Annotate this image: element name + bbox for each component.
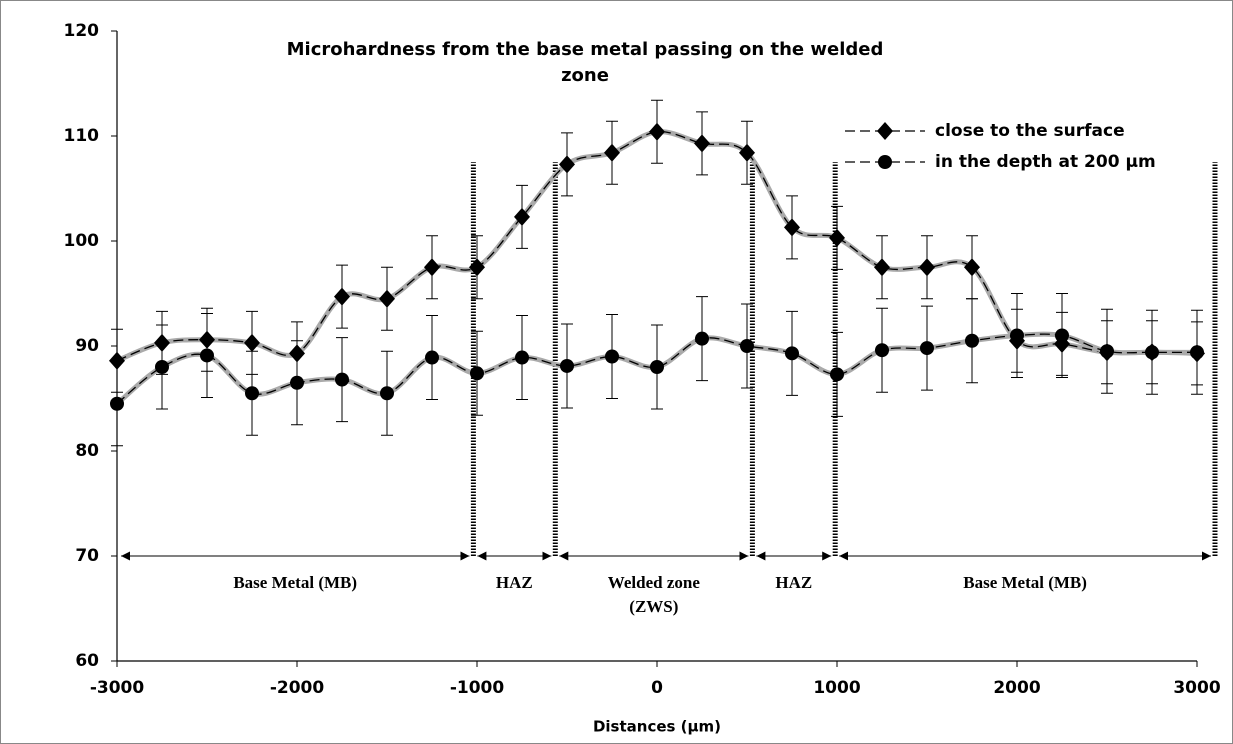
x-tick-label: 3000 <box>1173 678 1220 698</box>
data-point <box>964 258 980 277</box>
chart-title: Microhardness from the base metal passin… <box>287 39 884 60</box>
data-point <box>380 386 394 401</box>
y-tick-label: 110 <box>64 126 100 146</box>
data-point <box>244 333 260 352</box>
x-axis-label: Distances (µm) <box>593 718 721 736</box>
zone-label: (ZWS) <box>629 597 678 616</box>
data-point <box>874 258 890 277</box>
data-point <box>649 122 665 141</box>
legend-marker <box>878 155 892 169</box>
data-point <box>830 367 844 382</box>
data-point <box>1100 344 1114 359</box>
data-point <box>965 333 979 348</box>
data-point <box>334 287 350 306</box>
x-tick-label: -3000 <box>90 678 145 698</box>
x-tick-label: -1000 <box>450 678 505 698</box>
data-point <box>110 396 124 411</box>
zone-label: Welded zone <box>608 573 701 592</box>
y-tick-label: 70 <box>75 546 99 566</box>
data-point <box>155 360 169 374</box>
data-point <box>470 366 484 381</box>
data-point <box>200 348 214 363</box>
data-point <box>785 346 799 361</box>
legend-label: close to the surface <box>935 121 1125 141</box>
x-tick-label: -2000 <box>270 678 325 698</box>
data-point <box>604 143 620 162</box>
data-point <box>605 349 619 364</box>
data-point <box>290 375 304 390</box>
x-tick-label: 1000 <box>813 678 860 698</box>
data-point <box>514 207 530 226</box>
x-tick-label: 2000 <box>993 678 1040 698</box>
y-tick-label: 100 <box>64 231 100 251</box>
data-point <box>875 343 889 358</box>
data-point <box>1145 345 1159 360</box>
data-point <box>694 134 710 153</box>
legend-marker <box>877 122 893 140</box>
chart-title: zone <box>561 65 609 86</box>
data-point <box>245 386 259 401</box>
legend-label: in the depth at 200 µm <box>935 152 1156 172</box>
data-point <box>515 350 529 365</box>
data-point <box>469 258 485 277</box>
zone-label: Base Metal (MB) <box>233 573 357 592</box>
data-point <box>560 358 574 373</box>
data-point <box>740 339 754 353</box>
data-point <box>335 372 349 387</box>
zone-label: Base Metal (MB) <box>963 573 1087 592</box>
data-point <box>739 143 755 162</box>
data-point <box>559 155 575 174</box>
data-point <box>424 258 440 277</box>
data-point <box>920 341 934 356</box>
y-tick-label: 80 <box>75 441 99 461</box>
data-point <box>650 360 664 374</box>
data-point <box>695 331 709 346</box>
y-tick-label: 60 <box>75 651 99 671</box>
data-point <box>1010 328 1024 343</box>
zone-label: HAZ <box>496 573 533 592</box>
data-point <box>425 350 439 365</box>
zone-label: HAZ <box>775 573 812 592</box>
data-point <box>919 258 935 277</box>
data-point <box>1190 345 1204 360</box>
data-point <box>109 351 125 370</box>
data-point <box>784 218 800 237</box>
data-point <box>829 228 845 247</box>
data-point <box>379 289 395 308</box>
x-tick-label: 0 <box>651 678 663 698</box>
y-tick-label: 120 <box>64 21 100 41</box>
y-tick-label: 90 <box>75 336 99 356</box>
data-point <box>1055 328 1069 343</box>
